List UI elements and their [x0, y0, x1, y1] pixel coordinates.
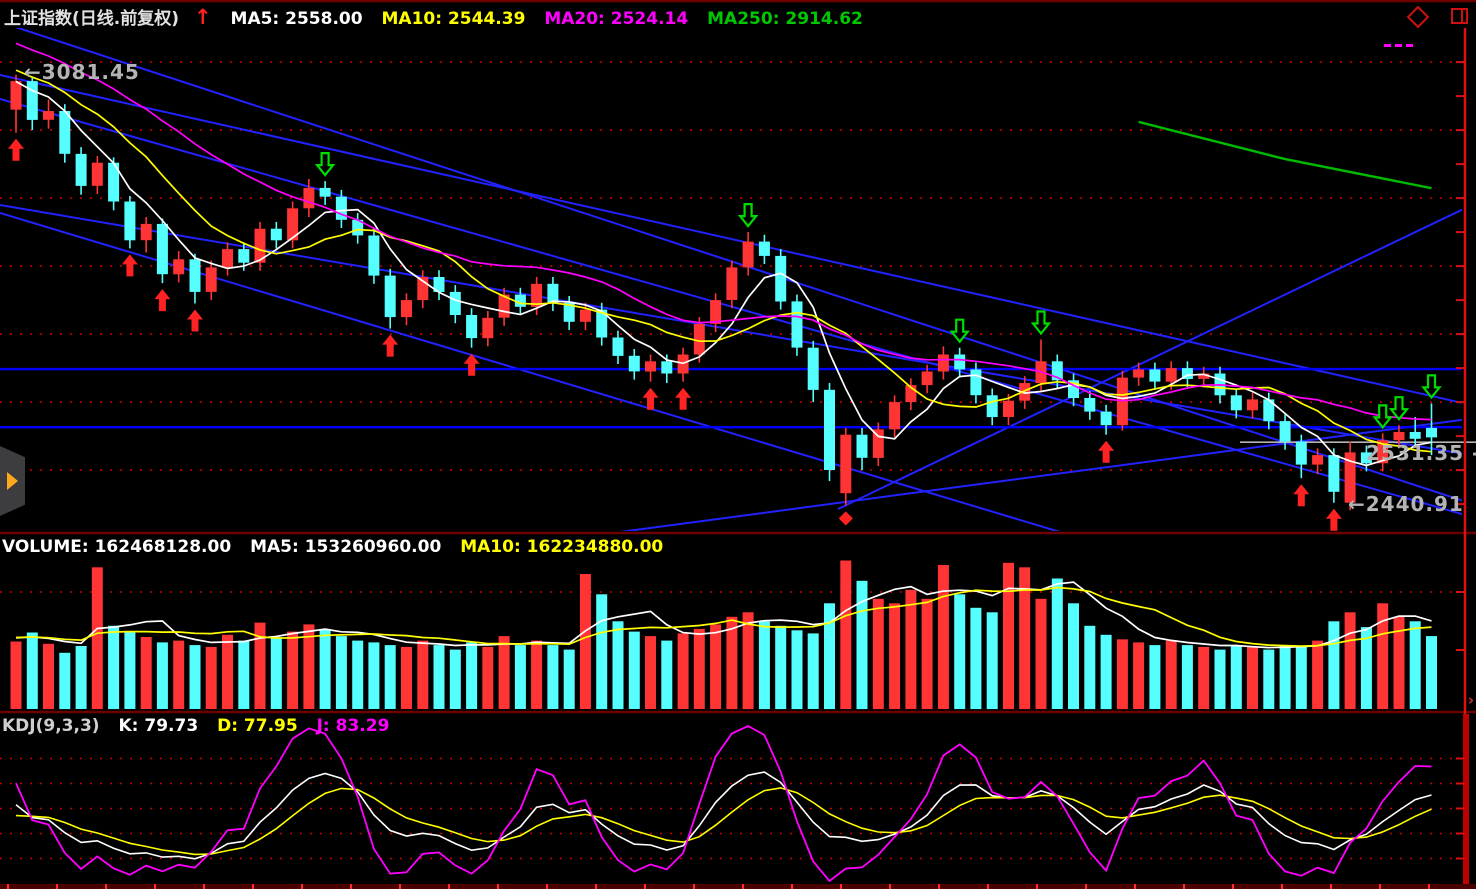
volume-value: VOLUME: 162468128.00 [2, 537, 232, 557]
horizontal-level-lines [0, 367, 1462, 429]
kdj-j-value: J: 83.29 [316, 716, 390, 736]
sell-signal-arrow [949, 318, 970, 344]
volume-series [10, 560, 1437, 710]
price-ma5-line [15, 80, 1432, 467]
ma5-value: MA5: 2558.00 [230, 9, 363, 29]
buy-signal-arrow [154, 289, 171, 312]
ma20-value: MA20: 2524.14 [544, 9, 689, 29]
gridlines [0, 61, 1462, 860]
price-range-label: 2531.35 - 25 [1366, 441, 1476, 465]
low-price-label: ←2440.91 [1348, 492, 1464, 516]
kdj-d-value: D: 77.95 [217, 716, 298, 736]
signal-markers [8, 138, 1442, 531]
buy-signal-arrow [1325, 508, 1342, 531]
kdj-k-value: K: 79.73 [118, 716, 199, 736]
volume-ma5-line [15, 581, 1432, 649]
sidebar-expand-tab[interactable] [0, 446, 25, 516]
window-controls [1384, 5, 1470, 47]
chart-title: 上证指数(日线.前复权) [4, 9, 179, 29]
expand-arrow-icon [7, 472, 18, 490]
kdj-k-line [15, 771, 1432, 860]
main-chart-legend: 上证指数(日线.前复权) ↑ MA5: 2558.00 MA10: 2544.39… [4, 4, 876, 29]
diamond-icon[interactable] [1406, 5, 1430, 29]
high-price-label: ←3081.45 [24, 60, 140, 84]
buy-signal-arrow [187, 309, 203, 332]
pane-caret-icon[interactable]: › [1467, 691, 1474, 709]
ma250-value: MA250: 2914.62 [707, 9, 863, 29]
trendlines [0, 28, 1462, 531]
kdj-j-line [15, 724, 1432, 883]
sell-signal-arrow [1421, 374, 1442, 400]
ma250-line [1138, 120, 1432, 190]
volume-legend: VOLUME: 162468128.00 MA5: 153260960.00 M… [2, 537, 676, 557]
buy-signal-arrow [1293, 484, 1310, 507]
buy-signal-arrow [1098, 440, 1115, 463]
kdj-legend: KDJ(9,3,3) K: 79.73 D: 77.95 J: 83.29 [2, 716, 402, 736]
sell-signal-arrow [1030, 310, 1052, 336]
sell-signal-arrow [737, 203, 759, 228]
restore-window-icon[interactable] [1451, 8, 1468, 24]
up-arrow-icon: ↑ [194, 5, 212, 29]
buy-signal-arrow [8, 138, 24, 161]
kdj-d-line [15, 787, 1432, 856]
volume-ma5-value: MA5: 153260960.00 [250, 537, 442, 557]
ma10-value: MA10: 2544.39 [381, 9, 526, 29]
buy-signal-arrow [675, 387, 692, 410]
buy-signal-arrow [642, 387, 659, 410]
buy-signal-arrow [382, 334, 399, 357]
sell-signal-arrow [314, 152, 336, 177]
sell-signal-arrow [1388, 396, 1410, 421]
split-pane-icon [1461, 10, 1463, 22]
price-ma20-line [15, 42, 1432, 421]
more-options-icon[interactable] [1384, 32, 1444, 47]
candlestick-series [10, 74, 1437, 511]
sell-signal-arrow [1372, 404, 1393, 430]
buy-signal-arrow [121, 254, 138, 277]
buy-signal-arrow [463, 353, 480, 376]
volume-ma10-value: MA10: 162234880.00 [460, 537, 664, 557]
kdj-name: KDJ(9,3,3) [2, 716, 100, 736]
volume-ma10-line [15, 586, 1432, 647]
diamond-signal [838, 511, 853, 526]
